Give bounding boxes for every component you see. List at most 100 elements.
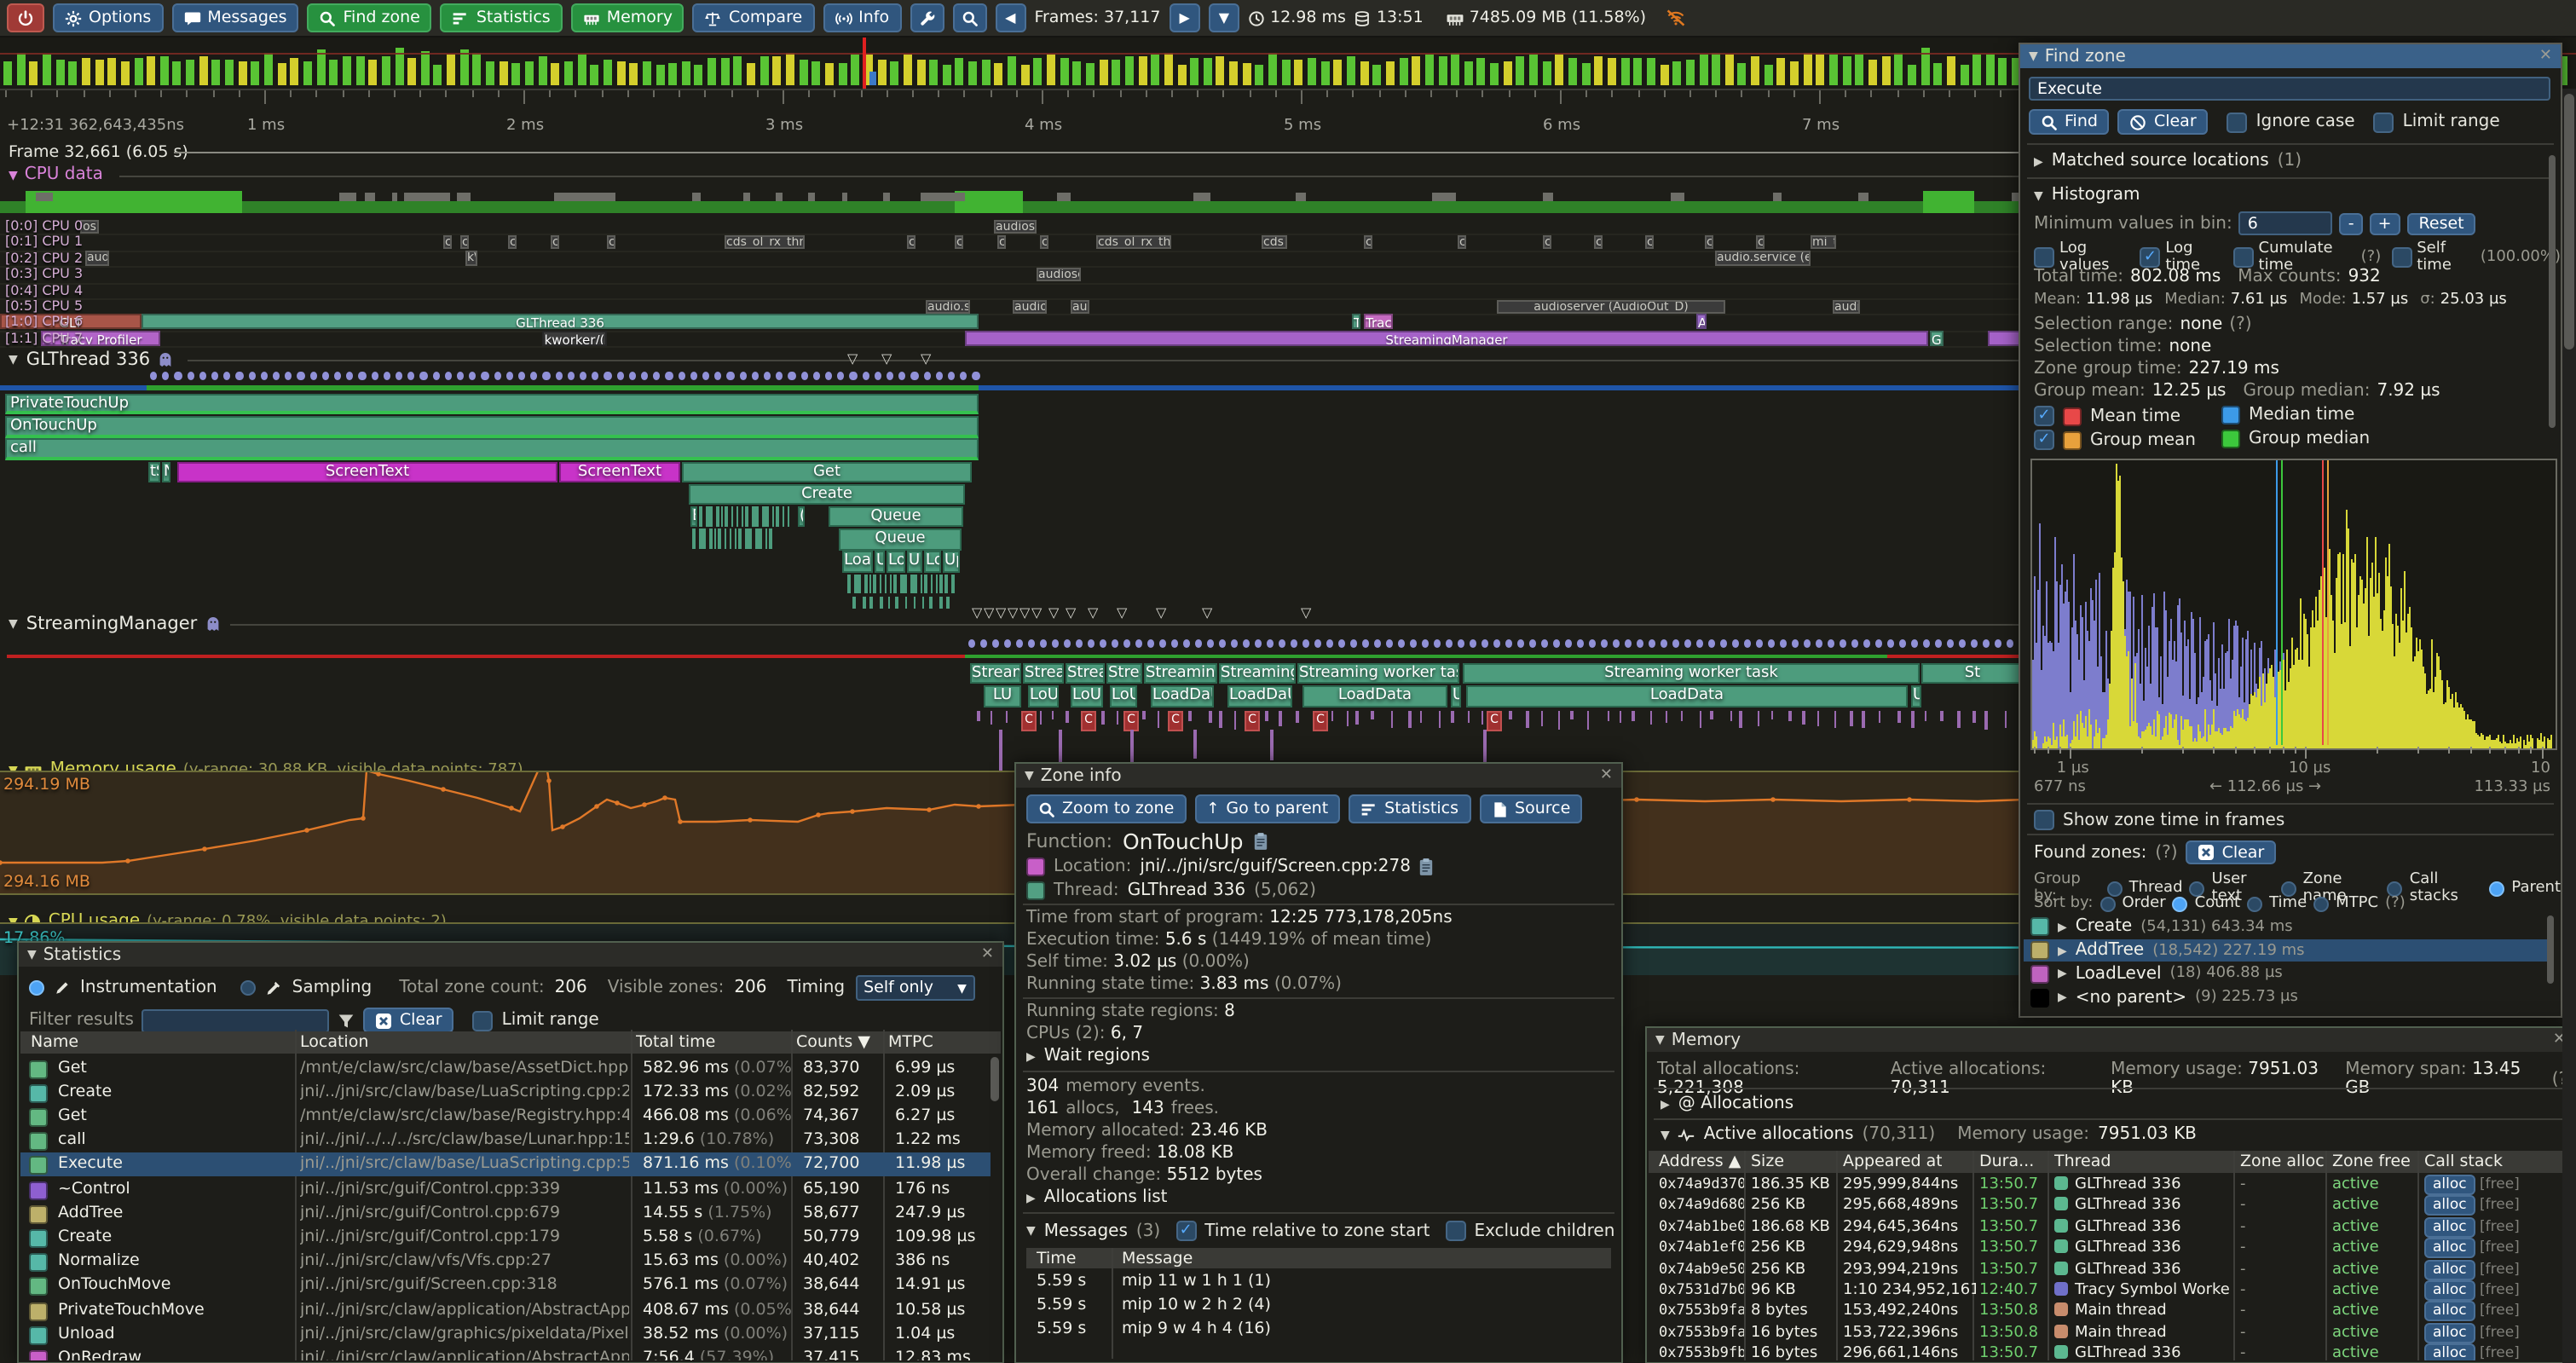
frame-bar[interactable]	[1112, 59, 1121, 85]
frame-bar[interactable]	[290, 57, 299, 85]
lock-marker[interactable]	[1267, 639, 1274, 648]
zone-bar[interactable]: E	[690, 506, 697, 528]
found-zone-row[interactable]: ▶ AddTree (18,542) 227.19 ms	[2024, 939, 2547, 962]
instrumentation-radio[interactable]	[29, 980, 44, 996]
frame-bar[interactable]	[68, 61, 78, 85]
frame-bar[interactable]	[186, 59, 195, 85]
zone-bar[interactable]: Queue	[839, 528, 962, 551]
lock-marker[interactable]	[199, 372, 206, 380]
zone-bar[interactable]: ScreenText	[177, 461, 557, 482]
frame-bar[interactable]	[929, 60, 939, 85]
zone-bar[interactable]: U	[875, 551, 885, 573]
cpu-process-chip[interactable]: c	[955, 234, 963, 250]
collapse-caret-icon[interactable]: ▼	[2034, 188, 2043, 202]
lock-marker[interactable]	[1887, 639, 1895, 648]
frame-bar[interactable]	[1960, 64, 1968, 85]
zone-marker[interactable]	[1208, 711, 1212, 724]
lock-marker[interactable]	[1183, 639, 1191, 648]
lock-marker[interactable]	[849, 372, 858, 380]
frame-bar[interactable]	[1360, 61, 1369, 85]
find-zone-titlebar[interactable]: ▼ Find zone ✕	[2020, 44, 2561, 68]
frame-bar[interactable]	[472, 53, 482, 85]
frame-bar[interactable]	[720, 58, 730, 85]
frame-bar[interactable]	[694, 64, 703, 85]
memory-table-row[interactable]: 0x7553b9fa9016 bytes153,722,396ns13:50.8…	[1649, 1322, 2573, 1344]
tiny-zone[interactable]	[706, 506, 710, 526]
frame-bar[interactable]	[1790, 61, 1799, 85]
lock-marker[interactable]	[1470, 639, 1477, 648]
frame-bar[interactable]	[851, 55, 860, 85]
lock-marker[interactable]	[1899, 639, 1907, 648]
frame-bar[interactable]	[1555, 55, 1564, 85]
alloc-callstack-button[interactable]: alloc	[2424, 1322, 2475, 1343]
frame-bar[interactable]	[1633, 57, 1643, 85]
lock-marker[interactable]	[1422, 639, 1430, 648]
cpu-process-chip[interactable]: c	[508, 234, 517, 250]
lock-marker[interactable]	[1195, 639, 1203, 648]
frame-bar[interactable]	[1829, 55, 1838, 85]
zone-marker[interactable]	[1438, 711, 1441, 729]
memory-table-row[interactable]: 0x7531d7b04096 KB1:10 234,952,16112:40.7…	[1649, 1280, 2573, 1302]
frame-bar[interactable]	[1503, 61, 1512, 85]
lock-marker[interactable]	[1816, 639, 1823, 648]
frame-bar[interactable]	[1816, 54, 1825, 85]
lock-marker[interactable]	[1255, 639, 1262, 648]
clipboard-icon[interactable]	[1419, 858, 1435, 876]
zone-bar[interactable]: Strea	[1106, 663, 1142, 684]
find-zone-button[interactable]: Find zone	[307, 3, 432, 32]
stats-table-row[interactable]: call jni/../jni/../../../src/claw/base/Lu…	[20, 1128, 991, 1152]
zone-marker[interactable]	[1570, 711, 1574, 720]
frame-bar[interactable]	[1281, 59, 1291, 85]
zone-bar[interactable]: Up	[943, 551, 960, 573]
cpu-thread-block[interactable]: T	[1352, 314, 1360, 330]
frame-bar[interactable]	[1933, 62, 1943, 85]
tiny-zone[interactable]	[913, 596, 916, 609]
lock-marker[interactable]	[764, 372, 771, 380]
lock-marker[interactable]	[1637, 639, 1644, 648]
frame-bar[interactable]	[355, 55, 365, 85]
frame-bar[interactable]	[1620, 58, 1630, 85]
crash-marker[interactable]: C	[1487, 711, 1502, 731]
zone-marker[interactable]	[1407, 711, 1412, 728]
frame-bar[interactable]	[1464, 61, 1473, 85]
frame-bar[interactable]	[1203, 58, 1212, 85]
lock-marker[interactable]	[898, 372, 906, 380]
lock-marker[interactable]	[1804, 639, 1811, 648]
tiny-zone[interactable]	[709, 528, 713, 549]
tiny-zone[interactable]	[944, 574, 949, 594]
lock-marker[interactable]	[150, 372, 158, 380]
lock-marker[interactable]	[702, 372, 710, 380]
zone-marker[interactable]	[1390, 711, 1394, 728]
frame-bar[interactable]	[811, 61, 821, 85]
cpu-thread-block[interactable]: Tracy Profiler	[41, 330, 160, 346]
frame-bar[interactable]	[916, 60, 925, 85]
tiny-zone[interactable]	[734, 528, 737, 549]
group-by-radio-zone-name[interactable]	[2280, 881, 2296, 896]
zone-marker[interactable]	[1788, 711, 1792, 721]
frame-bar[interactable]	[1333, 60, 1343, 85]
found-zone-row[interactable]: ▶ LoadLevel (18) 406.88 µs	[2024, 962, 2547, 985]
expand-caret-icon[interactable]: ▶	[2058, 990, 2067, 1005]
column-header[interactable]: Zone alloc	[2240, 1152, 2325, 1171]
lock-marker[interactable]	[1840, 639, 1847, 648]
tiny-zone[interactable]	[904, 596, 908, 609]
lock-marker[interactable]	[358, 372, 367, 380]
cpu-thread-block[interactable]: GLThread 336	[142, 314, 979, 330]
alloc-callstack-button[interactable]: alloc	[2424, 1301, 2475, 1322]
lock-marker[interactable]	[542, 372, 551, 380]
zone-marker[interactable]	[1770, 711, 1774, 720]
lock-marker[interactable]	[972, 372, 980, 380]
lock-marker[interactable]	[960, 372, 967, 380]
expand-caret-icon[interactable]: ▶	[2058, 944, 2067, 958]
go-to-parent-button[interactable]: ↑ Go to parent	[1194, 794, 1341, 823]
lock-marker[interactable]	[874, 372, 881, 380]
cpu-process-chip[interactable]: audioser	[1037, 267, 1081, 282]
frame-bar[interactable]	[955, 57, 964, 85]
frame-bar[interactable]	[1047, 55, 1055, 85]
fz-limit-range-checkbox[interactable]	[2373, 112, 2394, 132]
frame-bar[interactable]	[1920, 47, 1930, 85]
frame-bar[interactable]	[1803, 53, 1812, 85]
tiny-zone[interactable]	[895, 596, 898, 609]
found-zone-row[interactable]: ▶ Create (54,131) 643.34 ms	[2024, 915, 2547, 939]
